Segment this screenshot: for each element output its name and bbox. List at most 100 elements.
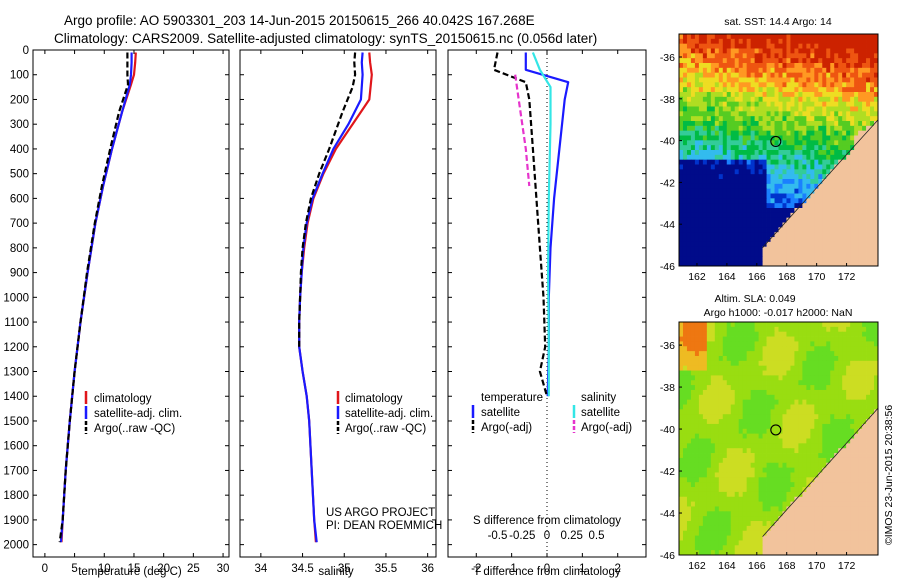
land-cell <box>830 261 835 267</box>
map-cell <box>762 154 767 161</box>
map-cell <box>826 389 831 396</box>
map-cell <box>790 326 795 333</box>
map-cell <box>698 58 704 64</box>
map-cell <box>718 67 724 74</box>
map-cell <box>762 222 767 228</box>
map-cell <box>802 443 807 449</box>
map-cell <box>694 399 700 405</box>
map-cell <box>846 130 851 136</box>
map-cell <box>822 154 827 161</box>
map-cell <box>754 399 759 405</box>
map-cell <box>786 43 791 49</box>
map-cell <box>806 179 811 185</box>
map-cell <box>758 462 763 469</box>
map-cell <box>774 222 779 228</box>
map-cell <box>770 399 775 405</box>
map-cell <box>730 433 736 439</box>
map-cell <box>794 96 799 103</box>
map-cell <box>846 423 851 430</box>
land-cell <box>846 511 851 517</box>
map-cell <box>694 331 700 337</box>
map-cell <box>682 351 688 357</box>
map-cell <box>722 501 728 507</box>
map-cell <box>679 404 684 410</box>
map-cell <box>682 462 688 469</box>
map-cell <box>770 58 775 64</box>
map-cell <box>706 477 712 483</box>
land-cell <box>842 198 847 204</box>
land-cell <box>842 237 847 243</box>
map-cell <box>774 380 779 386</box>
land-cell <box>794 251 799 257</box>
land-cell <box>870 467 875 473</box>
land-cell <box>870 246 875 252</box>
map-cell <box>754 419 759 425</box>
map-cell <box>774 467 779 473</box>
map-cell <box>754 125 759 132</box>
map-cell <box>679 174 684 180</box>
map-cell <box>818 58 823 64</box>
map-cell <box>854 58 859 64</box>
map-cell <box>790 82 795 88</box>
map-cell <box>686 101 692 107</box>
map-cell <box>806 341 811 347</box>
land-cell <box>830 227 835 233</box>
map-cell <box>694 154 700 161</box>
map-cell <box>686 179 692 185</box>
map-cell <box>706 135 712 141</box>
map-cell <box>682 477 688 483</box>
map-cell <box>846 380 851 386</box>
map-cell <box>714 448 720 454</box>
map-cell <box>802 360 807 367</box>
map-cell <box>679 355 684 362</box>
map-cell <box>710 63 716 69</box>
land-cell <box>766 251 771 257</box>
credit-pi: PI: DEAN ROEMMICH <box>326 520 442 532</box>
map-cell <box>718 341 724 347</box>
map-cell <box>850 375 855 381</box>
map-cell <box>814 125 819 132</box>
map-cell <box>814 448 819 454</box>
map-cell <box>834 433 839 439</box>
map-cell <box>734 48 740 54</box>
map-cell <box>706 58 712 64</box>
map-cell <box>778 482 783 488</box>
land-cell <box>870 482 875 488</box>
map-cell <box>834 63 839 69</box>
map-cell <box>742 125 748 132</box>
map-cell <box>818 453 823 459</box>
map-cell <box>806 331 811 337</box>
map-cell <box>850 326 855 333</box>
depth-tick-label: 200 <box>10 94 29 106</box>
map-cell <box>734 212 740 219</box>
map-cell <box>806 370 811 376</box>
land-cell <box>826 246 831 252</box>
map-cell <box>710 179 716 185</box>
land-cell <box>854 467 859 473</box>
map-cell <box>710 183 716 190</box>
map-cell <box>690 130 696 136</box>
land-cell <box>826 241 831 248</box>
map-cell <box>774 501 779 507</box>
map-cell <box>746 150 752 156</box>
map-cell <box>762 208 767 214</box>
map-cell <box>742 482 748 488</box>
map-cell <box>750 164 756 170</box>
map-cell <box>734 336 740 342</box>
land-cell <box>858 154 863 161</box>
map-cell <box>818 404 823 410</box>
map-cell <box>822 34 827 40</box>
map-cell <box>758 331 763 337</box>
depth-tick-label: 1300 <box>3 367 29 379</box>
map-cell <box>718 365 724 371</box>
land-cell <box>822 501 827 507</box>
map-cell <box>738 212 744 219</box>
map-cell <box>806 169 811 175</box>
map-cell <box>694 341 700 347</box>
map-cell <box>830 82 835 88</box>
map-cell <box>734 222 740 228</box>
map-cell <box>866 341 871 347</box>
land-cell <box>874 212 879 219</box>
map-cell <box>734 467 740 473</box>
map-cell <box>722 125 728 132</box>
